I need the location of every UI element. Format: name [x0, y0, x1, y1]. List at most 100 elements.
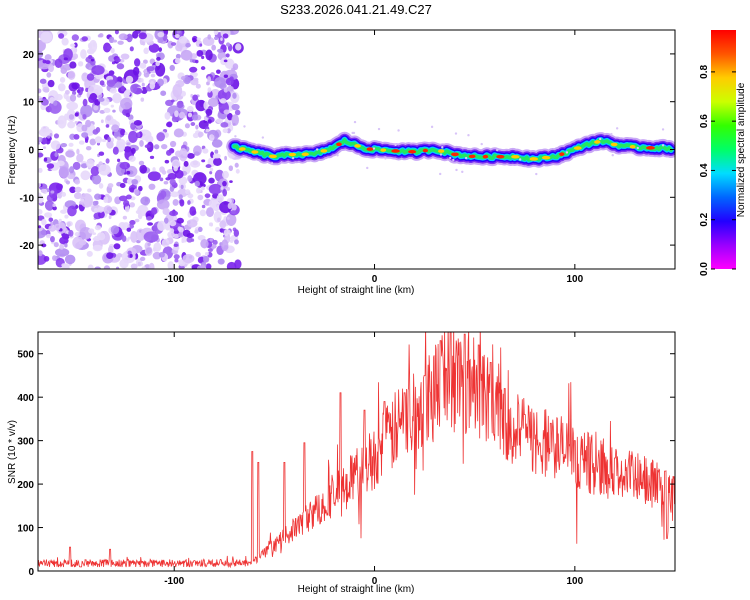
- noise-blob: [182, 229, 191, 237]
- noise-blob: [214, 36, 219, 41]
- noise-blob: [225, 213, 237, 227]
- noise-blob: [93, 105, 99, 111]
- noise-blob: [126, 170, 131, 175]
- signal-speck: [384, 157, 387, 160]
- noise-blob: [40, 188, 47, 194]
- noise-blob: [66, 220, 73, 227]
- ytick-label: 300: [17, 437, 34, 448]
- noise-blob: [92, 244, 103, 252]
- noise-blob: [186, 219, 198, 228]
- signal-speck: [480, 142, 483, 146]
- noise-blob: [81, 124, 88, 132]
- noise-blob: [46, 72, 52, 78]
- noise-blob: [63, 113, 69, 121]
- noise-blob: [120, 97, 133, 110]
- noise-blob: [234, 109, 241, 116]
- signal-peak: [238, 147, 246, 151]
- snr-line: [38, 332, 675, 569]
- noise-blob: [112, 39, 118, 43]
- noise-blob: [107, 183, 114, 188]
- noise-blob: [52, 255, 57, 261]
- noise-blob: [195, 173, 204, 180]
- noise-blob: [134, 189, 140, 196]
- noise-blob: [167, 172, 177, 180]
- noise-blob: [125, 75, 134, 84]
- noise-blob: [139, 139, 144, 147]
- colorbar-tick-label: 0.0: [699, 262, 710, 276]
- noise-blob: [55, 183, 63, 191]
- noise-blob: [157, 220, 166, 231]
- noise-blob: [205, 164, 212, 169]
- noise-blob: [187, 193, 194, 199]
- noise-blob: [214, 149, 219, 154]
- noise-blob: [202, 36, 215, 47]
- noise-blob: [112, 146, 119, 155]
- noise-blob: [128, 130, 138, 143]
- noise-blob: [196, 37, 202, 41]
- noise-blob: [217, 258, 225, 265]
- signal-peak: [573, 146, 582, 150]
- signal-speck: [495, 148, 499, 152]
- noise-blob: [73, 192, 82, 200]
- noise-blob: [178, 148, 188, 162]
- noise-blob: [186, 237, 193, 243]
- signal-speck: [353, 120, 357, 124]
- noise-blob: [81, 132, 89, 138]
- noise-blob: [207, 97, 219, 108]
- noise-blob: [144, 144, 151, 149]
- noise-blob: [155, 61, 160, 67]
- noise-blob: [227, 202, 233, 209]
- noise-blob: [184, 123, 190, 129]
- noise-blob: [219, 98, 227, 104]
- noise-blob: [148, 183, 156, 190]
- noise-blob: [64, 214, 69, 219]
- noise-blob: [116, 253, 123, 258]
- spectrogram-xlabel: Height of straight line (km): [298, 285, 415, 296]
- noise-blob: [134, 58, 141, 67]
- noise-blob: [182, 254, 195, 264]
- noise-blob: [81, 36, 88, 42]
- noise-blob: [199, 209, 207, 217]
- noise-blob: [195, 59, 199, 64]
- noise-blob: [96, 232, 106, 241]
- noise-blob: [52, 203, 56, 208]
- noise-blob: [63, 57, 68, 61]
- xtick-label: -100: [164, 274, 184, 285]
- noise-blob: [76, 153, 84, 163]
- noise-blob: [164, 221, 171, 231]
- noise-blob: [114, 81, 123, 88]
- noise-blob: [178, 176, 188, 185]
- noise-blob: [164, 111, 171, 120]
- signal-speck: [336, 154, 339, 157]
- signal-peak: [366, 147, 374, 151]
- noise-blob: [68, 142, 74, 147]
- noise-blob: [176, 100, 184, 109]
- noise-blob: [208, 222, 213, 227]
- noise-blob: [223, 229, 229, 237]
- noise-blob: [197, 194, 204, 201]
- xtick-label: 100: [566, 274, 583, 285]
- noise-blob: [140, 196, 151, 206]
- noise-blob: [199, 43, 203, 47]
- noise-blob: [112, 109, 116, 113]
- noise-blob: [120, 53, 130, 60]
- noise-blob: [197, 131, 204, 137]
- noise-blob: [169, 220, 177, 227]
- noise-blob: [76, 89, 81, 94]
- noise-blob: [187, 200, 191, 205]
- noise-blob: [91, 65, 105, 76]
- noise-blob: [78, 239, 87, 246]
- noise-blob: [103, 265, 111, 269]
- noise-blob: [53, 133, 60, 139]
- noise-blob: [130, 230, 138, 243]
- noise-blob: [146, 66, 155, 72]
- noise-blob: [38, 208, 43, 215]
- noise-blob: [222, 188, 228, 197]
- colorbar-tick-label: 0.6: [699, 114, 710, 128]
- signal-peak: [422, 148, 428, 153]
- noise-blob: [64, 243, 68, 248]
- noise-blob: [87, 42, 93, 49]
- noise-blob: [196, 50, 204, 57]
